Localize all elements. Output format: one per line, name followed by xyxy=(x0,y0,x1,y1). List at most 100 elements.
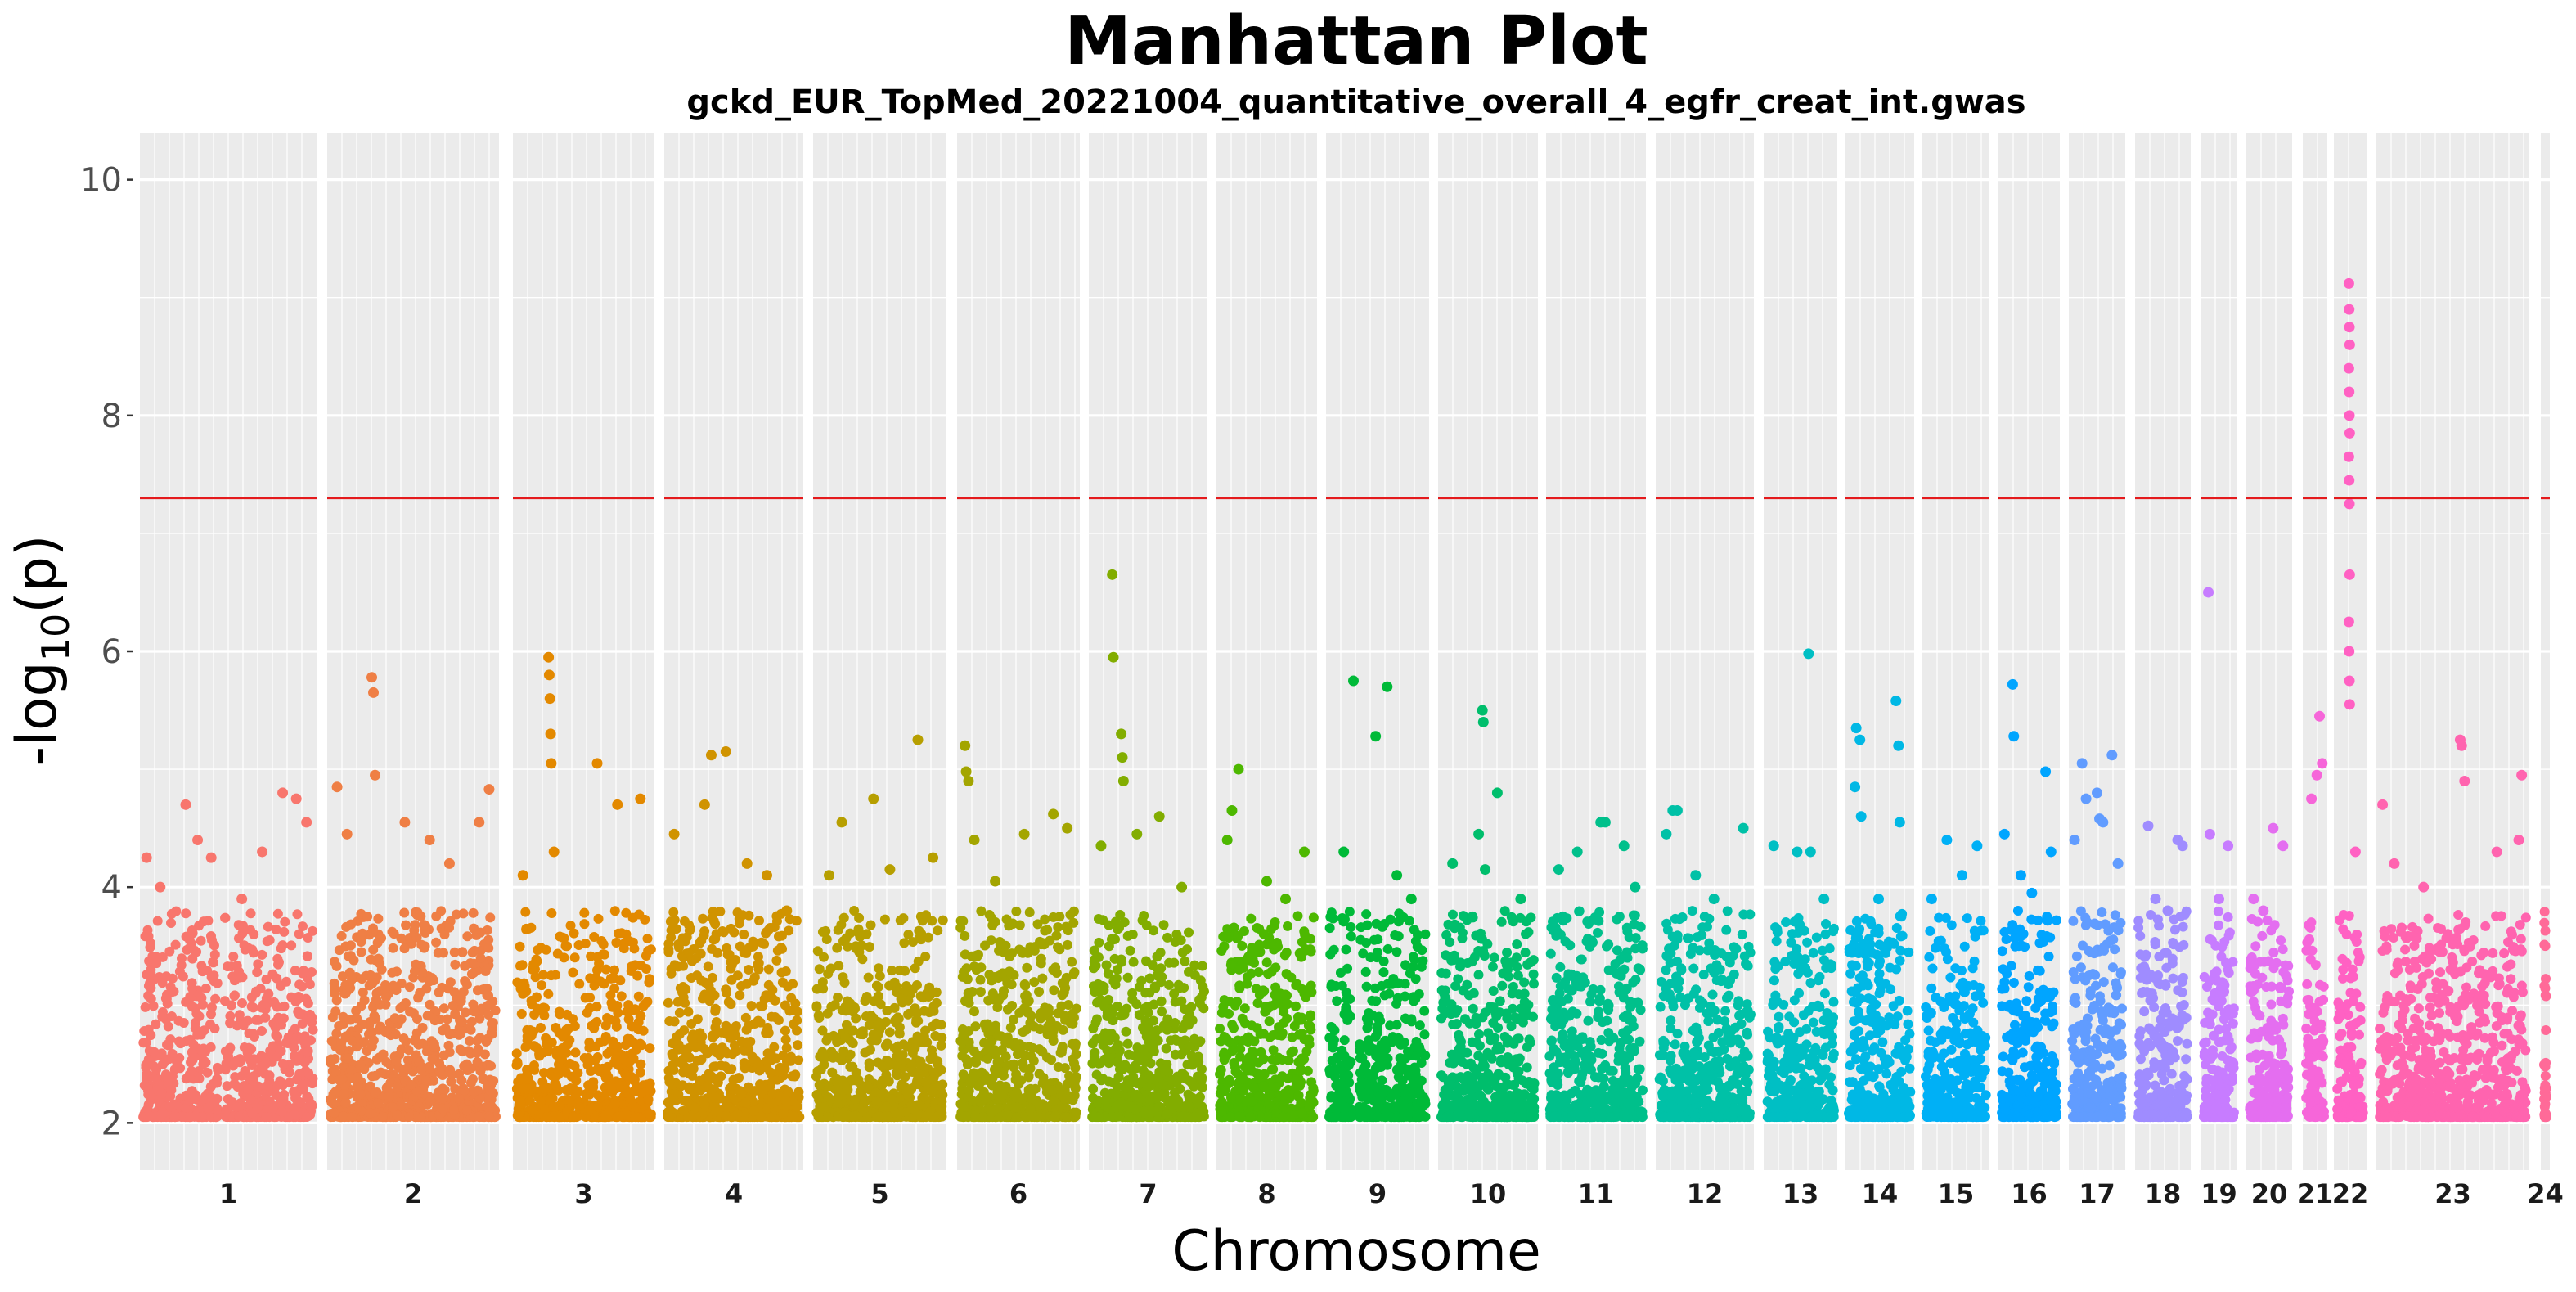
snp-point xyxy=(187,954,197,964)
snp-point xyxy=(222,1105,232,1114)
snp-point xyxy=(783,1056,793,1065)
snp-point xyxy=(300,1058,310,1068)
snp-point xyxy=(179,1018,189,1028)
snp-point xyxy=(247,1109,257,1119)
snp-point xyxy=(203,916,213,925)
snp-peak-point xyxy=(1062,823,1072,834)
snp-point xyxy=(693,1014,703,1024)
snp-point xyxy=(901,1107,911,1117)
snp-point xyxy=(741,1098,751,1108)
snp-point xyxy=(920,952,930,961)
snp-point xyxy=(390,1013,400,1023)
snp-point xyxy=(194,1074,204,1083)
snp-point xyxy=(1059,988,1069,997)
snp-point xyxy=(289,1043,299,1053)
snp-point xyxy=(1018,1027,1028,1037)
snp-point xyxy=(399,943,409,953)
snp-point xyxy=(404,1112,414,1122)
snp-point xyxy=(680,916,690,926)
snp-point xyxy=(892,982,901,992)
chart-title: Manhattan Plot xyxy=(1064,2,1648,80)
snp-point xyxy=(1026,1051,1036,1061)
snp-point xyxy=(1053,942,1063,952)
snp-peak-point xyxy=(545,693,555,704)
snp-point xyxy=(679,1106,689,1116)
snp-point xyxy=(780,1026,790,1036)
snp-point xyxy=(591,1018,600,1028)
snp-point xyxy=(263,1080,272,1090)
snp-peak-point xyxy=(837,817,847,827)
snp-point xyxy=(1036,1008,1046,1018)
snp-point xyxy=(626,1072,636,1082)
snp-point xyxy=(225,1018,235,1028)
snp-point xyxy=(234,934,244,943)
snp-point xyxy=(727,960,737,970)
snp-point xyxy=(223,1094,233,1104)
snp-point xyxy=(145,1092,155,1101)
snp-point xyxy=(470,1006,479,1016)
snp-point xyxy=(280,917,290,927)
snp-point xyxy=(594,914,604,924)
snp-point xyxy=(865,1062,874,1072)
snp-point xyxy=(574,940,584,950)
snp-point xyxy=(196,936,206,946)
snp-point xyxy=(827,1068,837,1078)
snp-point xyxy=(533,945,542,955)
snp-point xyxy=(958,972,968,982)
snp-point xyxy=(410,966,420,976)
snp-peak-point xyxy=(868,794,879,804)
snp-point xyxy=(684,948,694,958)
snp-point xyxy=(960,931,969,941)
snp-peak-point xyxy=(612,799,623,810)
snp-point xyxy=(707,1071,717,1081)
snp-point xyxy=(758,1083,768,1092)
snp-point xyxy=(670,1016,680,1026)
snp-point xyxy=(192,1030,202,1040)
snp-point xyxy=(246,908,256,918)
snp-point xyxy=(838,972,847,982)
snp-point xyxy=(391,1056,401,1066)
snp-point xyxy=(560,934,569,943)
snp-point xyxy=(773,946,783,956)
snp-point xyxy=(581,993,591,1003)
snp-point xyxy=(1049,912,1059,922)
snp-point xyxy=(1005,952,1014,961)
snp-point xyxy=(181,997,191,1007)
snp-peak-point xyxy=(990,876,1000,886)
snp-peak-point xyxy=(592,758,603,768)
snp-point xyxy=(1065,1076,1075,1086)
snp-point xyxy=(343,1053,353,1063)
snp-point xyxy=(250,1054,259,1064)
snp-point xyxy=(901,1087,911,1096)
snp-point xyxy=(843,1110,852,1120)
snp-point xyxy=(220,996,230,1006)
snp-point xyxy=(696,948,706,958)
snp-point xyxy=(142,925,152,935)
snp-point xyxy=(960,949,970,959)
snp-point xyxy=(736,1089,746,1099)
snp-point xyxy=(933,925,942,935)
snp-point xyxy=(392,1083,402,1092)
snp-point xyxy=(339,1089,348,1099)
snp-point xyxy=(789,1020,798,1029)
snp-point xyxy=(272,1081,281,1091)
snp-point xyxy=(1024,996,1034,1006)
snp-peak-point xyxy=(368,687,379,698)
snp-point xyxy=(1060,1063,1070,1073)
snp-point xyxy=(790,1069,800,1079)
snp-point xyxy=(726,975,736,985)
snp-point xyxy=(971,1021,981,1031)
snp-point xyxy=(869,996,879,1006)
snp-point xyxy=(758,1001,767,1011)
snp-point xyxy=(230,990,240,1000)
snp-point xyxy=(551,1081,561,1091)
snp-point xyxy=(870,1034,880,1044)
snp-point xyxy=(998,968,1008,978)
snp-point xyxy=(234,920,244,930)
snp-point xyxy=(921,910,931,920)
snp-point xyxy=(645,1043,654,1053)
snp-point xyxy=(261,975,271,984)
snp-peak-point xyxy=(884,864,895,875)
snp-peak-point xyxy=(546,728,556,739)
